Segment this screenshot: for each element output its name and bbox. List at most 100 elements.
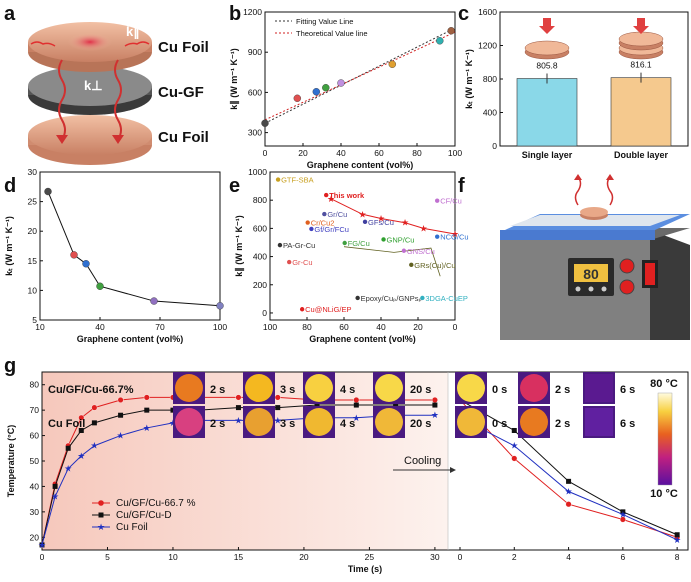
- chart-e-point-label: GFs/Cu: [368, 218, 394, 227]
- chart-e-x-axis-label: Graphene content (vol%): [309, 334, 416, 344]
- chart-c-bar: [610, 77, 672, 147]
- chart-g-marker-star: ★: [565, 487, 573, 497]
- chart-e-point-label: GTF-SBA: [281, 176, 314, 185]
- chart-g-thermal-time-label: 6 s: [620, 384, 635, 396]
- chart-b-legend-fit: Fitting Value Line: [296, 17, 353, 26]
- heat-flow-arrow-right: [114, 59, 122, 141]
- chart-e-point-label: GRs(Cu)/Cu: [414, 261, 455, 270]
- chart-g-marker-square: [65, 445, 71, 451]
- chart-g-thermal-sample: [457, 408, 485, 436]
- chart-g-y-tick-label: 70: [30, 405, 40, 415]
- chart-g-thermal-time-label: 20 s: [410, 384, 431, 396]
- heat-flow-arrow-left: [58, 59, 66, 141]
- chart-b-theory-line: [264, 31, 456, 121]
- heat-up-arrowhead-left-icon: [574, 174, 582, 180]
- chart-g-marker-star: ★: [169, 418, 177, 428]
- chart-b-point: [261, 119, 269, 127]
- chart-d-y-tick-label: 25: [28, 197, 38, 207]
- chart-e-this-work-star: ★: [401, 218, 409, 228]
- chart-g-marker-square: [235, 405, 241, 411]
- bottom-disc-top: [28, 115, 152, 155]
- chart-g-marker-square: [78, 427, 84, 433]
- chart-g-marker-circle: [91, 404, 98, 411]
- chart-d-x-tick-label: 70: [155, 322, 165, 332]
- k-parallel-label: k∥: [126, 24, 140, 40]
- chart-g-x-tick-label-cool: 2: [512, 552, 517, 562]
- chart-g-thermal-sample: [520, 374, 548, 402]
- chart-e-this-work-star: ★: [327, 194, 335, 204]
- chart-g-y-tick-label: 40: [30, 481, 40, 491]
- chart-g-marker-square: [170, 407, 176, 413]
- panel-label-c: c: [458, 3, 469, 25]
- chart-g-row1-label: Cu/GF/Cu-66.7%: [48, 384, 134, 396]
- panel-label-d: d: [4, 175, 16, 197]
- k-perp-label: k⊥: [84, 78, 103, 93]
- chart-g-x-tick-label-cool: 8: [675, 552, 680, 562]
- heat-wave-right: [124, 41, 150, 47]
- chart-g-marker-circle: [117, 396, 124, 403]
- chart-e-this-work-star: ★: [451, 229, 459, 239]
- chart-g-thermal-time-label: 2 s: [555, 384, 570, 396]
- chart-d-line: [47, 191, 221, 307]
- chart-e-point: [409, 262, 414, 268]
- chart-g-marker-circle: [511, 455, 518, 462]
- chart-g-marker-circle: [565, 501, 572, 508]
- chart-e-plot-frame: [269, 171, 456, 321]
- panel-label-a: a: [4, 3, 16, 25]
- chart-g-thermal-sample: [305, 408, 333, 436]
- chart-d-y-tick-label: 10: [28, 285, 38, 295]
- chart-e-y-tick-label: 200: [253, 280, 267, 290]
- chart-e-point: [277, 242, 283, 248]
- chart-c-y-tick-label: 1600: [478, 7, 497, 17]
- label-bottom-cu-foil: Cu Foil: [158, 129, 209, 146]
- power-switch-rocker: [645, 263, 655, 285]
- chart-b-plot-frame: [264, 11, 456, 147]
- chart-b-point: [436, 37, 444, 45]
- chart-c-heat-arrow-icon: [539, 18, 555, 34]
- chart-g-marker-circle: [235, 394, 242, 401]
- chart-g-thermal-time-label: 4 s: [340, 384, 355, 396]
- chart-g-marker-star: ★: [619, 509, 627, 519]
- chart-d-x-tick-label: 100: [213, 322, 227, 332]
- chart-g-thermal-time-label: 2 s: [555, 418, 570, 430]
- chart-g-y-tick-label: 30: [30, 507, 40, 517]
- chart-g-marker-circle: [78, 414, 85, 421]
- chart-e-point: [324, 192, 329, 198]
- chart-g-thermal-sample: [175, 408, 203, 436]
- heat-up-arrowhead-right-icon: [606, 174, 614, 180]
- display-readout: 80: [583, 266, 599, 282]
- chart-g-marker-square: [432, 402, 438, 408]
- heat-wave-left: [30, 41, 56, 47]
- chart-c-disc-icon: [524, 18, 570, 60]
- chart-b-point: [447, 27, 455, 35]
- chart-b-fitting-line: [264, 27, 456, 124]
- chart-g-x-tick-label: 30: [430, 552, 440, 562]
- chart-d-point: [96, 282, 104, 290]
- chart-b-y-tick-label: 1200: [243, 7, 262, 17]
- panel-f-illustration: 80: [500, 174, 690, 340]
- chart-e-point-label: Gr/Cu: [327, 210, 347, 219]
- display-screen: [574, 264, 608, 282]
- chart-e-point: [435, 234, 440, 239]
- chart-d-y-tick-label: 30: [28, 167, 38, 177]
- chart-b-x-tick-label: 80: [412, 148, 422, 158]
- chart-g-thermal-sample: [245, 374, 273, 402]
- chart-g-x-tick-label-cool: 6: [620, 552, 625, 562]
- panel-label-b: b: [229, 3, 241, 25]
- chart-g-legend-label: Cu/GF/Cu-D: [116, 510, 172, 521]
- chart-c-category-label: Double layer: [614, 150, 669, 160]
- chart-d-point: [216, 302, 224, 310]
- chart-e-grs-line: [343, 246, 441, 277]
- chart-e-point-label: Gf/Gr/FCu: [314, 225, 349, 234]
- panel-a-illustration: k∥ k⊥ Cu Foil Cu-GF Cu Foil: [28, 22, 209, 165]
- chart-e-y-tick-label: 600: [253, 223, 267, 233]
- chart-c-disc-layer-top: [618, 31, 664, 47]
- chart-g-thermal-time-label: 2 s: [210, 418, 225, 430]
- chart-e-point-label: CF/Cu: [440, 197, 462, 206]
- chart-e-point-label: Cr/Cu2: [311, 219, 335, 228]
- control-knob-2: [619, 279, 635, 295]
- chart-g-series-heat: [41, 414, 435, 546]
- chart-e-y-tick-label: 400: [253, 252, 267, 262]
- heating-plate-surface: [510, 215, 680, 226]
